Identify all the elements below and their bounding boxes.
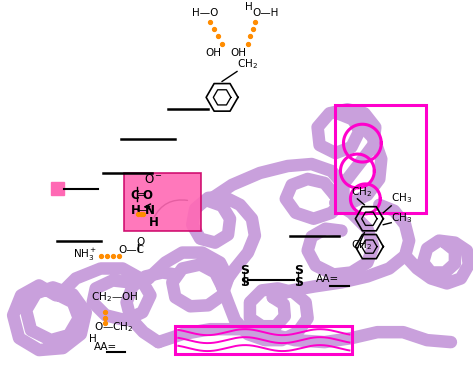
Text: H: H (89, 334, 97, 344)
Text: CH$_3$: CH$_3$ (391, 211, 412, 224)
Text: S: S (294, 265, 303, 277)
Text: O: O (137, 236, 145, 247)
Text: H—O: H—O (192, 8, 219, 18)
Text: N: N (145, 204, 155, 217)
Text: CH$_2$: CH$_2$ (351, 239, 373, 253)
Bar (175, 326, 352, 354)
Bar (335, 105, 426, 213)
Text: H: H (130, 204, 140, 217)
Text: AA=: AA= (316, 274, 339, 284)
Text: O—H: O—H (252, 8, 278, 18)
Text: OH: OH (205, 48, 221, 57)
Text: CH$_2$—OH: CH$_2$—OH (91, 290, 138, 304)
Text: CH$_2$: CH$_2$ (351, 185, 373, 199)
Text: C: C (130, 189, 139, 202)
Text: O—CH$_2$: O—CH$_2$ (94, 320, 133, 334)
Text: OH: OH (230, 48, 246, 57)
Text: S: S (294, 276, 303, 290)
Text: O: O (143, 189, 153, 202)
Text: O—C: O—C (118, 244, 145, 255)
Text: H: H (245, 2, 253, 12)
Text: =: = (137, 190, 145, 200)
Bar (51, 182, 64, 195)
Text: CH$_2$: CH$_2$ (237, 57, 258, 71)
Text: CH$_3$: CH$_3$ (391, 191, 412, 205)
Text: O$^-$: O$^-$ (145, 173, 164, 186)
Text: NH$_3^+$: NH$_3^+$ (73, 246, 97, 262)
FancyBboxPatch shape (124, 173, 201, 231)
Text: —: — (137, 205, 147, 215)
Text: S: S (240, 276, 249, 290)
Text: S: S (240, 265, 249, 277)
Text: H: H (148, 216, 158, 229)
Text: AA=: AA= (94, 342, 117, 352)
